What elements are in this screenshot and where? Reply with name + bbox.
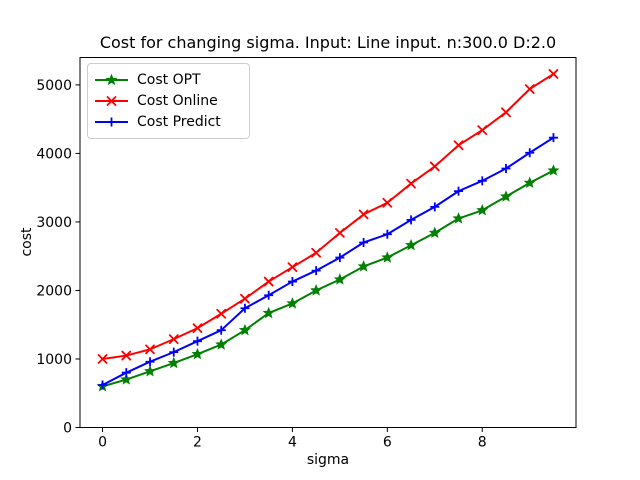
legend-line-sample-icon [95, 96, 128, 106]
series-cost-predict [98, 133, 558, 390]
y-tick-label: 4000 [36, 146, 72, 162]
chart-title: Cost for changing sigma. Input: Line inp… [99, 33, 557, 52]
legend-item-cost-predict: Cost Predict [95, 112, 241, 132]
x-tick-label: 2 [193, 435, 202, 451]
y-axis-ticks: 0 1000 2000 3000 4000 5000 [36, 78, 80, 437]
series-cost-online [97, 69, 559, 364]
y-tick-label: 5000 [36, 78, 72, 94]
legend-line-sample-icon [95, 117, 128, 127]
x-tick-label: 4 [288, 435, 297, 451]
y-tick-label: 1000 [36, 352, 72, 368]
x-axis-label: sigma [306, 452, 350, 468]
x-axis-ticks: 0 2 4 6 8 [98, 427, 487, 451]
x-tick-label: 0 [98, 435, 107, 451]
legend-label: Cost OPT [137, 72, 201, 88]
y-tick-label: 0 [63, 421, 72, 437]
legend-label: Cost Online [137, 93, 218, 109]
legend-line-sample-icon [95, 73, 128, 86]
legend-item-cost-online: Cost Online [95, 91, 241, 111]
legend-item-cost-opt: Cost OPT [95, 70, 241, 90]
legend-label: Cost Predict [137, 114, 221, 130]
axes-frame [79, 57, 577, 428]
legend: Cost OPT Cost Online Cost Predict [87, 63, 250, 139]
y-axis-label: cost [19, 227, 35, 257]
y-tick-label: 3000 [36, 215, 72, 231]
series-cost-opt [96, 164, 560, 392]
y-tick-label: 2000 [36, 283, 72, 299]
x-tick-label: 8 [478, 435, 487, 451]
x-tick-label: 6 [383, 435, 392, 451]
